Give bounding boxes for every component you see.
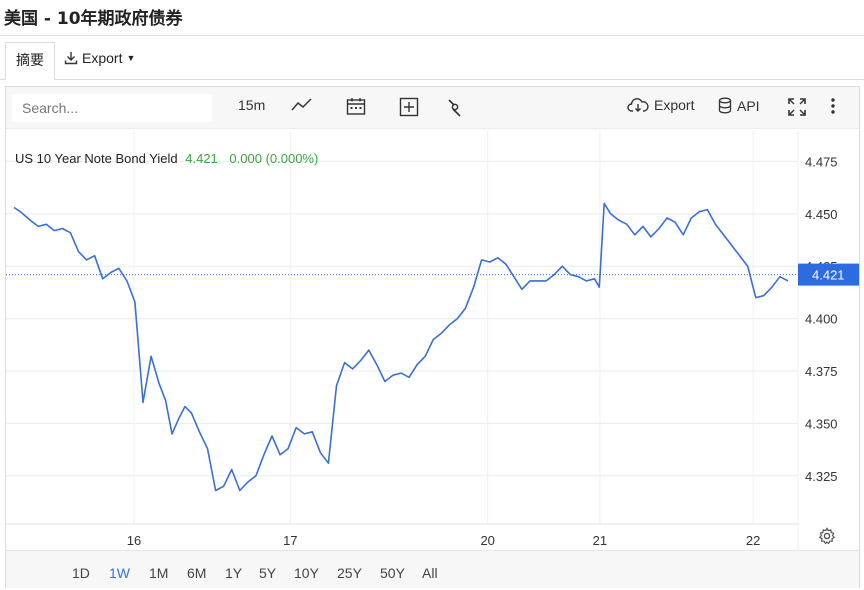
plus-box-icon	[399, 97, 419, 117]
settings-tool-button[interactable]	[445, 97, 465, 117]
tab-summary[interactable]: 摘要	[5, 42, 55, 80]
gear-icon[interactable]	[818, 527, 836, 545]
legend-last-value: 4.421	[185, 151, 218, 166]
series-layer	[13, 202, 789, 492]
page-title: 美国 - 10年期政府债券	[4, 9, 183, 29]
range-button-1y[interactable]: 1Y	[225, 565, 243, 581]
calendar-icon	[346, 98, 366, 115]
download-icon	[64, 52, 78, 65]
range-button-25y[interactable]: 25Y	[337, 565, 362, 581]
range-button-50y[interactable]: 50Y	[380, 565, 405, 581]
range-button-all[interactable]: All	[422, 565, 438, 581]
interval-button[interactable]: 15m	[238, 97, 266, 113]
range-button-1d[interactable]: 1D	[72, 565, 90, 581]
fullscreen-icon	[788, 98, 806, 116]
range-button-1m[interactable]: 1M	[149, 565, 169, 581]
api-button[interactable]: API	[718, 97, 760, 114]
x-axis: 16 17 20 21 22	[127, 533, 761, 548]
y-tick-label: 4.325	[805, 469, 838, 484]
chart-legend: US 10 Year Note Bond Yield 4.421 0.000 (…	[15, 151, 318, 166]
wrench-icon	[448, 99, 461, 117]
chart-toolbar: 15m	[6, 87, 859, 129]
last-price-tag: 4.421	[6, 263, 859, 286]
export-dropdown[interactable]: Export ▼	[64, 50, 135, 66]
chart-widget: 15m	[5, 86, 860, 588]
caret-down-icon: ▼	[126, 53, 136, 63]
fullscreen-button[interactable]	[787, 97, 807, 117]
y-tick-label: 4.350	[805, 416, 838, 431]
database-icon	[718, 97, 732, 114]
divider	[0, 35, 864, 36]
export-button-label: Export	[654, 97, 695, 113]
x-tick-label: 20	[480, 533, 494, 548]
x-tick-label: 21	[593, 533, 607, 548]
search-input[interactable]	[12, 94, 212, 122]
calendar-button[interactable]	[346, 97, 366, 115]
range-button-5y[interactable]: 5Y	[259, 565, 277, 581]
add-indicator-button[interactable]	[399, 97, 419, 117]
y-tick-label: 4.400	[805, 312, 838, 327]
chart-type-button[interactable]	[291, 97, 313, 113]
last-price-badge	[798, 263, 859, 286]
api-button-label: API	[737, 97, 760, 114]
range-button-10y[interactable]: 10Y	[294, 565, 319, 581]
legend-change: 0.000 (0.000%)	[229, 151, 319, 166]
grid	[6, 130, 798, 525]
range-button-1w[interactable]: 1W	[109, 565, 130, 581]
tab-bar: 摘要 Export ▼	[0, 36, 864, 80]
x-tick-label: 16	[127, 533, 141, 548]
y-tick-label: 4.375	[805, 364, 838, 379]
more-options-button[interactable]	[830, 97, 836, 115]
last-price-label: 4.421	[812, 268, 845, 283]
x-tick-label: 17	[283, 533, 297, 548]
range-selector: 1D 1W 1M 6M 1Y 5Y 10Y 25Y 50Y All	[6, 550, 859, 588]
export-label: Export	[82, 50, 123, 66]
line-chart-icon	[291, 98, 312, 111]
legend-symbol: US 10 Year Note Bond Yield	[15, 151, 178, 166]
export-button[interactable]: Export	[627, 97, 694, 113]
kebab-menu-icon	[831, 98, 835, 114]
series-line	[13, 202, 789, 492]
x-tick-label: 22	[746, 533, 760, 548]
cloud-download-icon	[627, 98, 649, 112]
range-button-6m[interactable]: 6M	[187, 565, 207, 581]
y-tick-label: 4.475	[805, 154, 838, 169]
y-tick-label: 4.450	[805, 207, 838, 222]
